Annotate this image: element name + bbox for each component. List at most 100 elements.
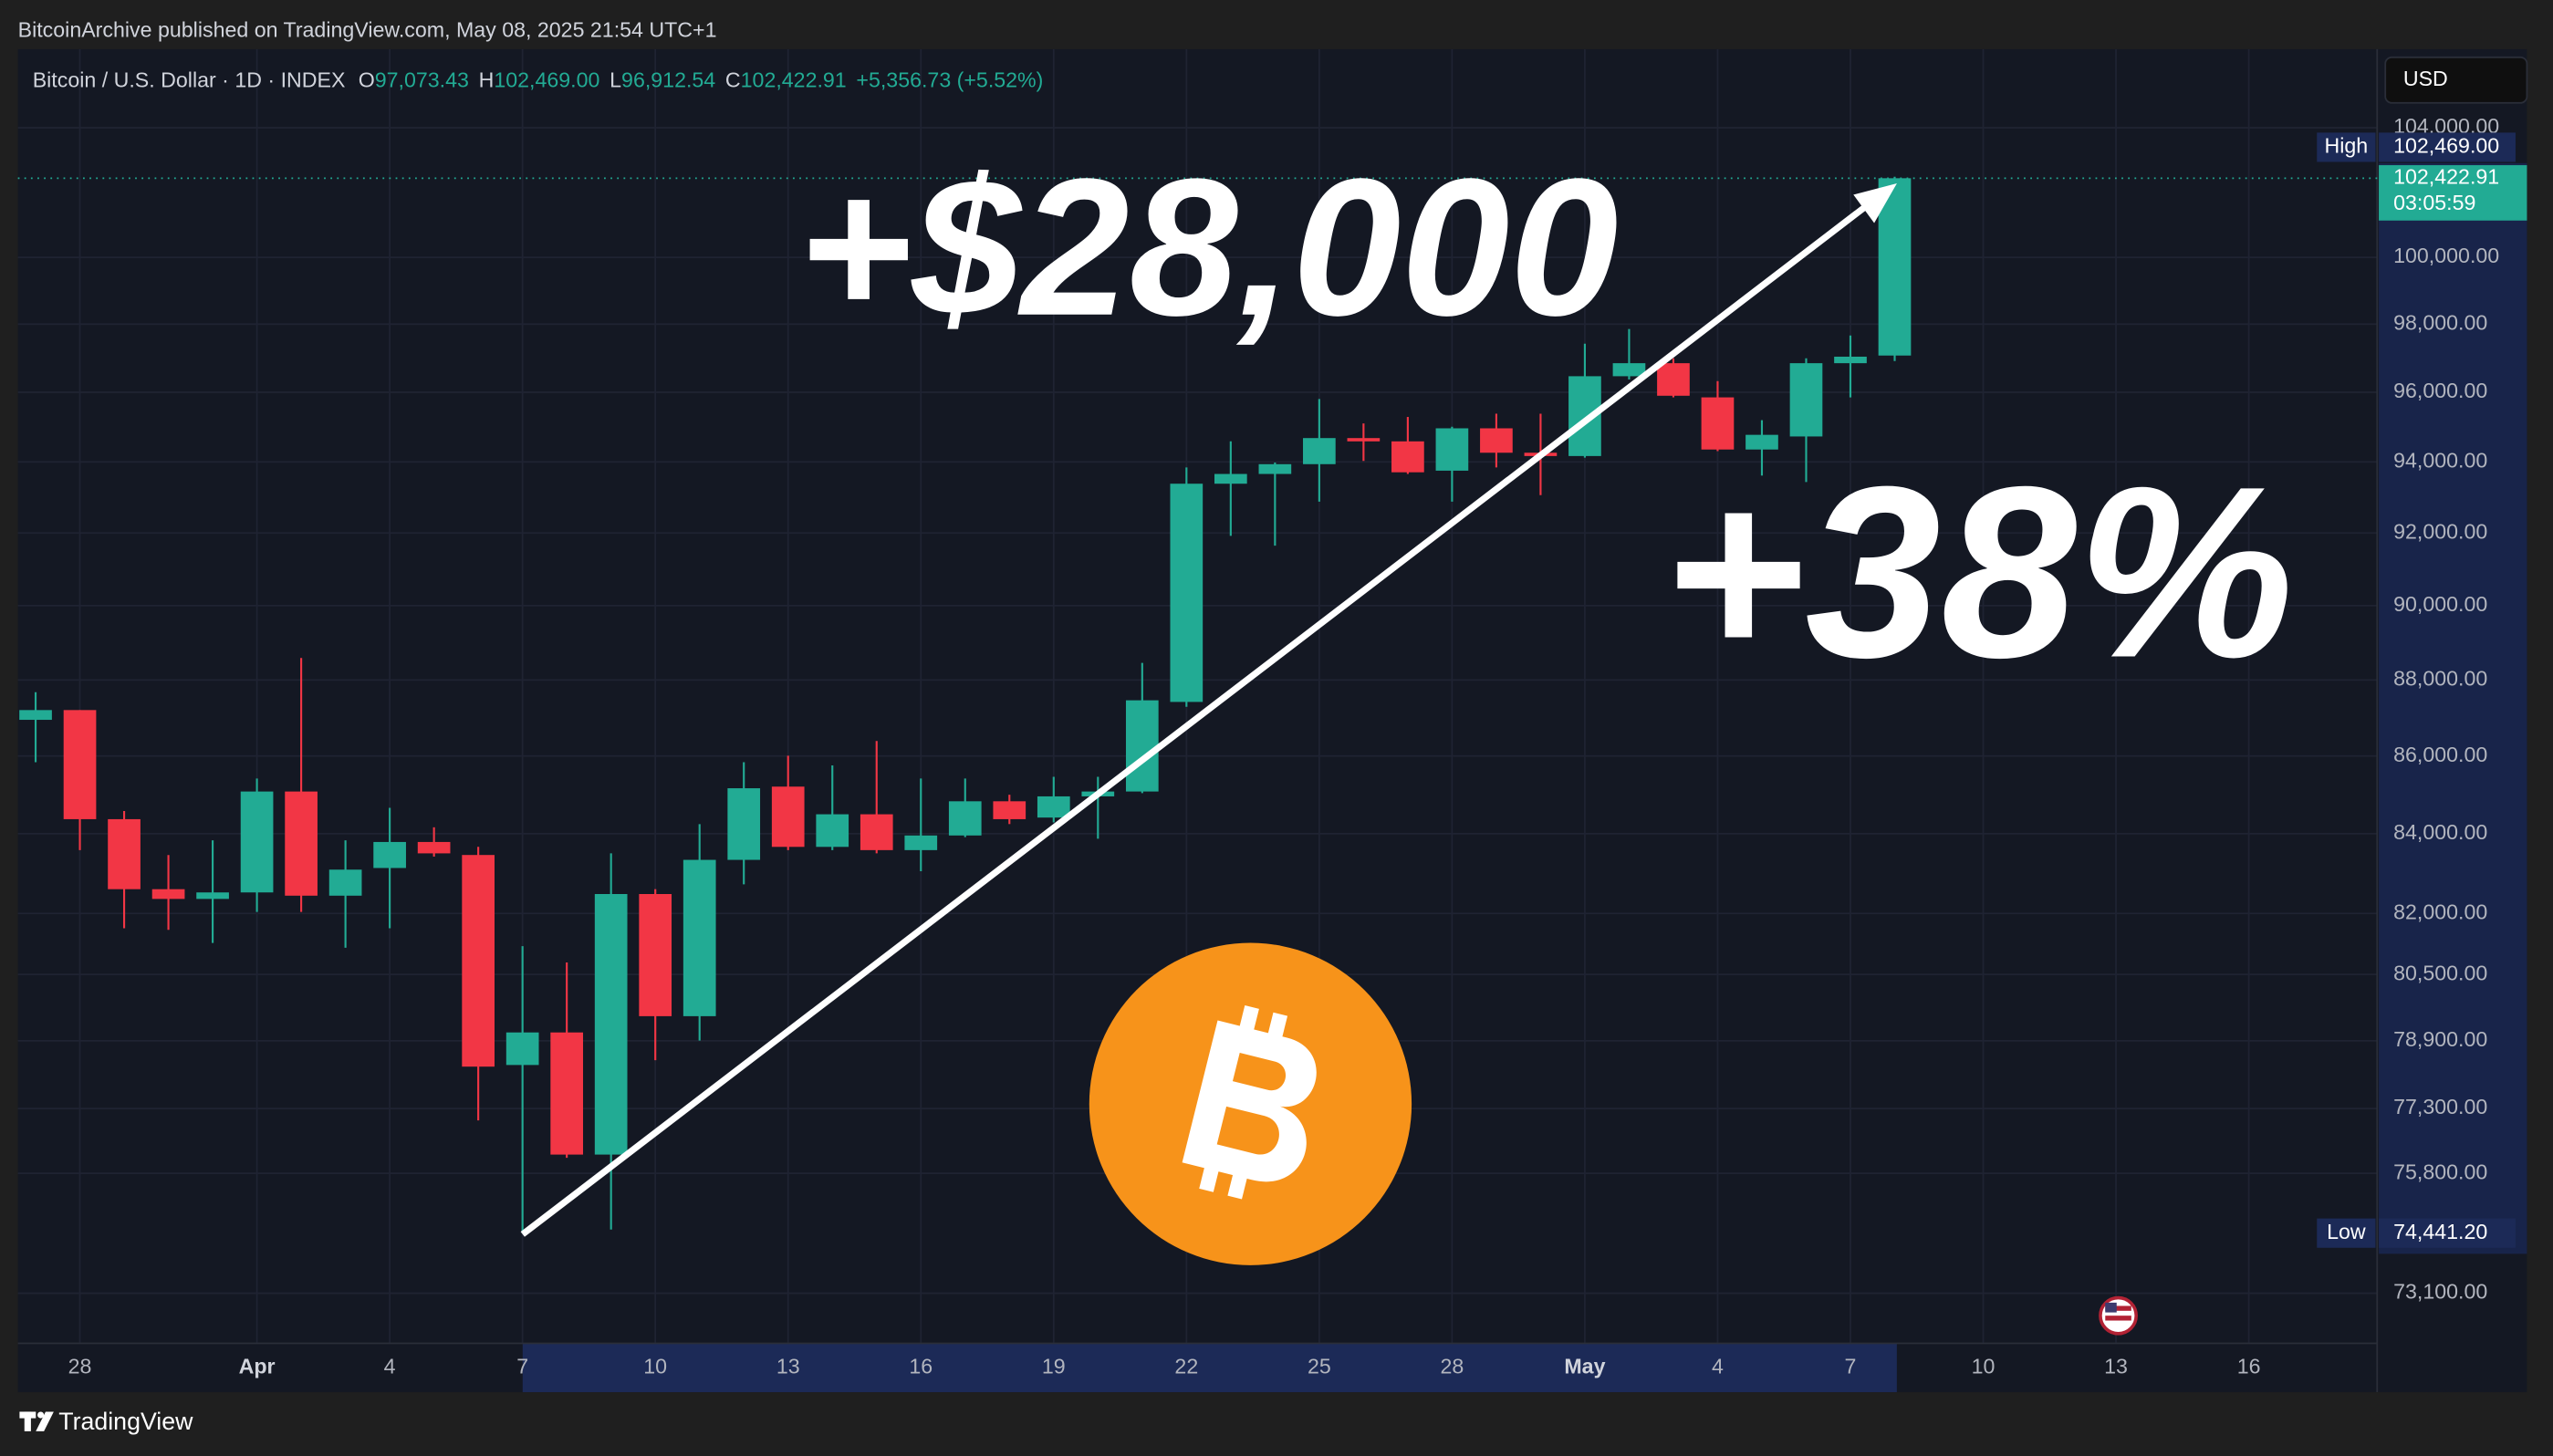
y-tick-label: 82,000.00 — [2393, 900, 2487, 923]
candle-body — [240, 791, 274, 893]
candle-body — [1657, 363, 1690, 396]
x-tick-label: 25 — [1308, 1354, 1331, 1378]
y-range-highlight — [2379, 162, 2527, 1254]
candle-body — [1480, 428, 1513, 453]
x-tick-label: Apr — [239, 1354, 276, 1378]
y-tick-label: 84,000.00 — [2393, 820, 2487, 844]
x-tick-label: 13 — [2104, 1354, 2128, 1378]
logo-glyph — [1182, 1005, 1317, 1200]
candle-body — [19, 710, 52, 721]
candle-body — [993, 801, 1026, 819]
candle-body — [1391, 441, 1424, 473]
bitcoin-logo — [1089, 942, 1412, 1265]
x-tick-label: 28 — [1440, 1354, 1464, 1378]
brand-name: TradingView — [58, 1408, 193, 1435]
legend-value: 102,422.91 — [741, 68, 847, 92]
price-tag-name: Low — [2327, 1220, 2366, 1243]
candle-body — [594, 893, 628, 1155]
y-tick-label: 77,300.00 — [2393, 1095, 2487, 1118]
price-tag-name-box — [2317, 132, 2376, 162]
candle-body — [727, 788, 761, 860]
candle-body — [1037, 796, 1070, 818]
y-tick-label: 96,000.00 — [2393, 379, 2487, 402]
price-tag-box — [2379, 132, 2516, 162]
candle-body — [683, 859, 716, 1016]
y-tick-label: 90,000.00 — [2393, 592, 2487, 616]
x-tick-label: 7 — [1845, 1354, 1857, 1378]
x-tick-label: 10 — [643, 1354, 667, 1378]
candle-body — [151, 889, 185, 900]
y-tick-label: 73,100.00 — [2393, 1280, 2487, 1304]
candle-body — [639, 893, 672, 1016]
y-tick-label: 88,000.00 — [2393, 666, 2487, 690]
x-tick-label: 13 — [776, 1354, 800, 1378]
y-tick-label: 80,500.00 — [2393, 961, 2487, 984]
x-tick-label: 19 — [1042, 1354, 1066, 1378]
countdown-label: 03:05:59 — [2393, 191, 2475, 214]
legend-value: 97,073.43 — [375, 68, 469, 92]
candle-body — [1745, 434, 1778, 450]
legend-change: +5,356.73 (+5.52%) — [856, 68, 1043, 92]
candle-body — [108, 818, 141, 889]
gain-annotation: +$28,000 — [798, 139, 1619, 357]
last-price-tag — [2379, 165, 2527, 221]
y-tick-label: 75,800.00 — [2393, 1160, 2487, 1183]
x-tick-label: 7 — [516, 1354, 528, 1378]
candle-body — [860, 814, 893, 850]
legend-key: C — [725, 68, 741, 92]
last-price-label: 102,422.91 — [2393, 164, 2499, 188]
candle-body — [1347, 438, 1381, 442]
x-tick-label: 16 — [909, 1354, 933, 1378]
candle-body — [550, 1032, 584, 1155]
candle-body — [904, 835, 938, 850]
candle-body — [373, 841, 406, 868]
ohlc-legend[interactable]: Bitcoin / U.S. Dollar · 1D · INDEX O97,07… — [33, 68, 1044, 92]
candle-body — [771, 786, 805, 848]
x-range-highlight — [522, 1343, 1897, 1393]
candle-body — [285, 791, 318, 896]
candle-body — [1170, 484, 1204, 702]
candle-body — [948, 801, 982, 836]
brand-logo — [19, 1411, 54, 1431]
candle-body — [1701, 397, 1735, 450]
legend-value: 96,912.54 — [621, 68, 715, 92]
candle-body — [1435, 428, 1469, 471]
x-tick-label: 28 — [68, 1354, 92, 1378]
candle-body — [505, 1032, 539, 1066]
symbol: Bitcoin / U.S. Dollar · 1D · INDEX — [33, 68, 346, 92]
candle-body — [816, 814, 849, 848]
candle-body — [1303, 438, 1336, 464]
candle-body — [1612, 363, 1646, 377]
legend-value: 102,469.00 — [494, 68, 599, 92]
y-tick-label: 92,000.00 — [2393, 519, 2487, 543]
currency-label[interactable]: USD — [2403, 67, 2448, 90]
y-tick-label: 86,000.00 — [2393, 743, 2487, 766]
candle-body — [328, 869, 362, 896]
y-tick-label: 98,000.00 — [2393, 310, 2487, 334]
x-tick-label: 4 — [1712, 1354, 1724, 1378]
x-tick-label: 22 — [1174, 1354, 1198, 1378]
x-tick-label: 4 — [384, 1354, 396, 1378]
price-tag-box — [2379, 1218, 2516, 1248]
price-tag-name-box — [2317, 1218, 2376, 1248]
candle-body — [63, 710, 97, 819]
published-note: BitcoinArchive published on TradingView.… — [18, 17, 717, 41]
candle-body — [1214, 473, 1247, 484]
price-tag-label: 102,469.00 — [2393, 134, 2499, 158]
candle-body — [417, 841, 451, 854]
candle-body — [1834, 356, 1867, 364]
legend-key: O — [359, 68, 375, 92]
price-tag-name: High — [2325, 134, 2369, 158]
candle-body — [462, 855, 495, 1067]
candles — [19, 176, 1912, 1233]
x-tick-label: May — [1564, 1354, 1605, 1378]
currency-button[interactable] — [2384, 56, 2528, 104]
candle-body — [1125, 700, 1159, 792]
y-tick-label: 94,000.00 — [2393, 448, 2487, 472]
legend-key: L — [610, 68, 621, 92]
percent-annotation: +38% — [1662, 435, 2294, 708]
event-flag[interactable] — [2099, 1295, 2138, 1336]
candle-body — [1789, 363, 1823, 437]
